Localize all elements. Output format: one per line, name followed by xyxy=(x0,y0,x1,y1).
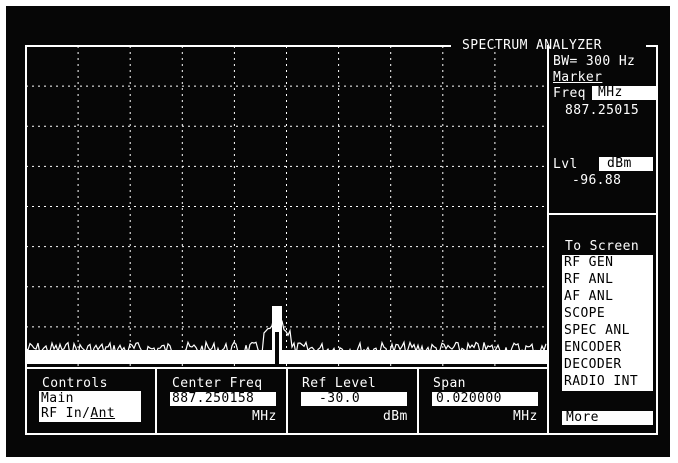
menu-item-encoder[interactable]: ENCODER xyxy=(564,340,622,355)
controls-choice-rf-in-ant[interactable]: RF In/Ant xyxy=(41,406,115,421)
analyzer-screen: SPECTRUM ANALYZER BW= 300 Hz Marker Freq… xyxy=(6,6,670,457)
menu-item-scope[interactable]: SCOPE xyxy=(564,306,606,321)
signal-peak-core xyxy=(275,332,279,364)
screen-title: SPECTRUM ANALYZER xyxy=(462,38,602,53)
span-unit: MHz xyxy=(513,409,538,424)
controls-label: Controls xyxy=(42,376,108,391)
ref-level-input[interactable]: -30.0 xyxy=(301,392,407,406)
center-freq-input[interactable]: 887.250158 xyxy=(170,392,276,406)
controls-choice-rf-in-prefix: RF In/ xyxy=(41,406,91,421)
ref-level-label: Ref Level xyxy=(302,376,377,391)
marker-panel-divider xyxy=(547,213,658,215)
marker-heading: Marker xyxy=(553,70,603,85)
menu-item-radio-int[interactable]: RADIO INT xyxy=(564,374,639,389)
spectrum-display xyxy=(25,46,547,367)
controls-divider-1 xyxy=(155,367,157,435)
bandwidth-readout: BW= 300 Hz xyxy=(553,54,636,69)
controls-choice-main[interactable]: Main xyxy=(41,391,74,406)
display-right-divider xyxy=(547,45,549,435)
marker-freq-value: 887.25015 xyxy=(565,103,640,118)
spectrum-trace-fill xyxy=(26,306,547,364)
controls-choice-box: Main RF In/Ant xyxy=(39,391,141,422)
controls-divider-3 xyxy=(417,367,419,435)
span-label: Span xyxy=(433,376,466,391)
to-screen-heading: To Screen xyxy=(565,239,640,254)
marker-level-unit-field[interactable]: dBm xyxy=(599,157,653,171)
frame-right xyxy=(656,45,658,435)
graticule-grid xyxy=(26,46,547,367)
marker-freq-unit-field[interactable]: MHz xyxy=(592,86,657,100)
center-freq-label: Center Freq xyxy=(172,376,263,391)
marker-level-value: -96.88 xyxy=(572,173,622,188)
marker-freq-label: Freq xyxy=(553,86,586,101)
more-button[interactable]: More xyxy=(562,411,653,425)
to-screen-menu: RF GEN RF ANL AF ANL SCOPE SPEC ANL ENCO… xyxy=(562,255,653,391)
ref-level-unit: dBm xyxy=(383,409,408,424)
frame-bottom xyxy=(25,433,658,435)
menu-item-rf-anl[interactable]: RF ANL xyxy=(564,272,614,287)
marker-level-label: Lvl xyxy=(553,157,578,172)
center-freq-unit: MHz xyxy=(252,409,277,424)
controls-choice-ant-selected: Ant xyxy=(90,406,116,421)
menu-item-spec-anl[interactable]: SPEC ANL xyxy=(564,323,630,338)
frame-top-left xyxy=(25,45,451,47)
menu-item-rf-gen[interactable]: RF GEN xyxy=(564,255,614,270)
spectrum-trace xyxy=(25,310,547,358)
frame-left xyxy=(25,45,27,435)
menu-item-af-anl[interactable]: AF ANL xyxy=(564,289,614,304)
controls-divider-2 xyxy=(286,367,288,435)
menu-item-decoder[interactable]: DECODER xyxy=(564,357,622,372)
noise-floor-band xyxy=(26,350,547,364)
frame-top-right xyxy=(646,45,656,47)
span-input[interactable]: 0.020000 xyxy=(432,392,538,406)
